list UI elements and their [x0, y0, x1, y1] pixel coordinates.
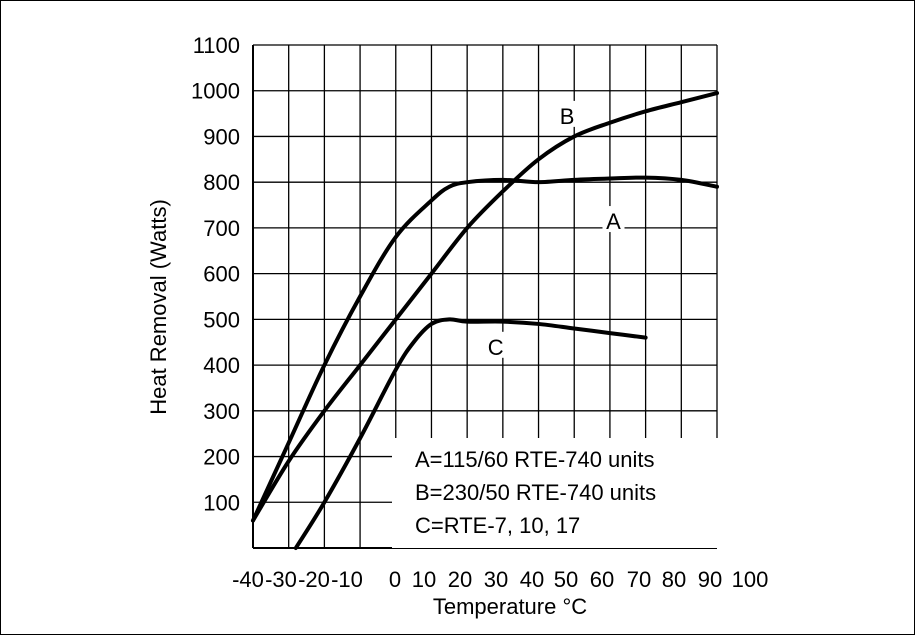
curve-labels: A B C — [484, 100, 625, 360]
curve-label-bg — [556, 100, 579, 127]
curve-label-c: C — [488, 335, 504, 360]
curve-label-b: B — [560, 104, 575, 129]
curve-label-bg — [602, 206, 625, 233]
y-tick-label: 1100 — [193, 33, 240, 58]
curves — [251, 91, 719, 550]
legend-box — [392, 438, 736, 548]
x-tick-label: -40 — [232, 567, 264, 592]
x-tick-labels: -40 -30 -20 -10 0 10 20 30 40 50 60 70 80 90 100 — [232, 567, 768, 592]
y-tick-label: 800 — [203, 170, 240, 195]
y-axis-title: Heat Removal (Watts) — [146, 199, 171, 415]
series-line-c — [293, 317, 648, 550]
y-tick-label: 400 — [203, 353, 240, 378]
series-line-a — [251, 175, 719, 523]
x-tick-label: -20 — [298, 567, 330, 592]
x-tick-label: 10 — [412, 567, 436, 592]
x-tick-label: 70 — [627, 567, 651, 592]
legend-note-a: A=115/60 RTE-740 units — [415, 447, 655, 472]
y-tick-label: 500 — [203, 307, 240, 332]
x-tick-label: 80 — [662, 567, 686, 592]
y-tick-label: 600 — [203, 262, 240, 287]
x-tick-label: 20 — [448, 567, 472, 592]
y-tick-label: 1000 — [191, 79, 240, 104]
y-tick-label: 100 — [203, 490, 240, 515]
curve-label-bg — [484, 331, 507, 358]
y-tick-label: 200 — [203, 445, 240, 470]
legend-note-b: B=230/50 RTE-740 units — [415, 480, 656, 505]
x-axis-title: Temperature °C — [433, 594, 587, 619]
legend-note-c: C=RTE-7, 10, 17 — [415, 513, 580, 538]
series-line-b — [251, 91, 719, 523]
y-tick-label: 900 — [203, 124, 240, 149]
x-tick-label: 90 — [698, 567, 722, 592]
x-tick-label: 0 — [389, 567, 401, 592]
curve-label-a: A — [606, 209, 621, 234]
y-tick-label: 300 — [203, 399, 240, 424]
y-tick-label: 700 — [203, 216, 240, 241]
x-tick-label: -10 — [331, 567, 363, 592]
x-tick-label: -30 — [265, 567, 297, 592]
x-tick-label: 50 — [554, 567, 578, 592]
x-tick-label: 40 — [520, 567, 544, 592]
y-tick-labels: 100 200 300 400 500 600 700 800 900 1000 1100 — [191, 33, 240, 515]
x-tick-label: 60 — [590, 567, 614, 592]
x-tick-label: 100 — [732, 567, 769, 592]
x-tick-label: 30 — [484, 567, 508, 592]
